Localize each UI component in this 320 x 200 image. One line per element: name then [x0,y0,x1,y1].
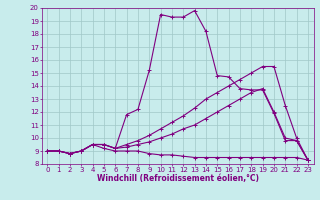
X-axis label: Windchill (Refroidissement éolien,°C): Windchill (Refroidissement éolien,°C) [97,174,259,183]
